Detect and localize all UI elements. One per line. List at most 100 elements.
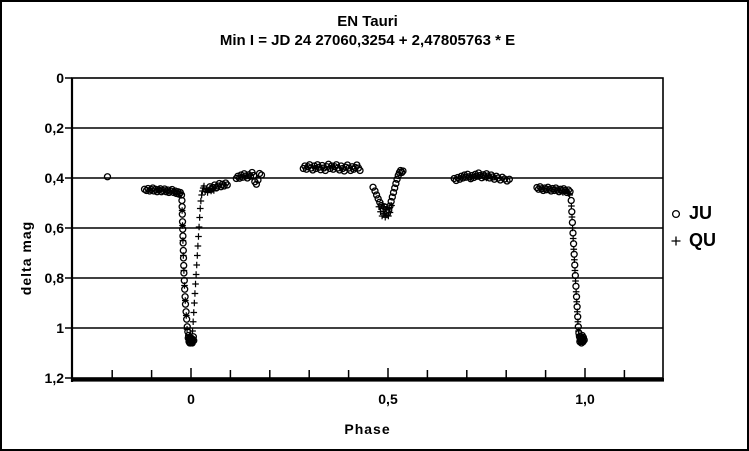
y-tick-label: 1,2: [44, 370, 64, 386]
chart-title: EN Tauri: [337, 13, 398, 30]
data-point-ju: [257, 171, 266, 179]
data-point-qu: [475, 173, 482, 180]
data-point-qu: [194, 252, 201, 259]
data-point-ju: [255, 169, 264, 178]
x-axis-title: Phase: [344, 421, 391, 437]
y-tick-label: 0: [56, 70, 64, 86]
data-point-qu: [189, 337, 197, 345]
data-point-qu: [189, 327, 196, 335]
data-point-qu: [192, 280, 199, 288]
data-point-qu: [571, 267, 579, 274]
data-point-qu: [188, 336, 196, 344]
data-point-qu: [385, 212, 392, 220]
data-point-qu: [572, 288, 580, 296]
data-point-ju: [371, 187, 379, 195]
data-point-qu: [571, 256, 578, 264]
data-point-ju: [484, 172, 492, 180]
data-point-qu: [562, 186, 570, 194]
x-tick-label: 0: [187, 391, 195, 407]
data-point-qu: [375, 203, 383, 211]
data-point-qu: [156, 187, 163, 194]
data-point-ju: [399, 167, 407, 175]
data-point-qu: [491, 173, 498, 181]
circle-marker-icon: [668, 208, 684, 220]
data-point-ju: [541, 184, 549, 192]
data-point-ju: [454, 173, 462, 182]
data-point-ju: [254, 176, 262, 184]
legend: JU QU: [668, 200, 744, 254]
y-axis-title: delta mag: [18, 220, 34, 296]
data-point-qu: [181, 297, 189, 304]
data-point-ju: [369, 183, 377, 191]
data-point-qu: [190, 309, 198, 316]
data-point-qu: [578, 338, 586, 346]
data-point-qu: [198, 191, 205, 199]
data-point-ju: [252, 180, 261, 188]
data-point-qu: [193, 261, 201, 269]
data-point-qu: [179, 222, 186, 229]
data-point-qu: [178, 207, 186, 214]
data-point-qu: [569, 224, 576, 232]
legend-label-qu: QU: [689, 230, 716, 250]
data-point-qu: [195, 223, 203, 231]
data-point-qu: [181, 282, 188, 289]
data-point-qu: [195, 233, 202, 240]
data-point-qu: [180, 252, 187, 259]
y-tick-label: 0,8: [44, 270, 64, 286]
y-tick-label: 0,4: [44, 170, 64, 186]
data-point-ju: [103, 173, 112, 181]
data-point-qu: [180, 267, 188, 274]
data-point-qu: [580, 335, 588, 342]
data-point-qu: [194, 242, 202, 250]
data-point-qu: [210, 187, 218, 194]
data-point-qu: [570, 245, 578, 253]
data-point-qu: [171, 188, 178, 196]
data-point-ju: [505, 175, 514, 183]
data-point-ju: [222, 179, 230, 187]
data-point-ju: [393, 175, 401, 183]
data-point-qu: [164, 187, 171, 195]
data-point-ju: [356, 166, 364, 175]
data-point-ju: [223, 181, 231, 189]
data-point-qu: [179, 237, 187, 244]
data-point-qu: [182, 312, 190, 319]
data-point-qu: [192, 271, 200, 278]
y-tick-label: 1: [56, 320, 64, 336]
data-point-qu: [196, 214, 203, 221]
data-point-qu: [467, 174, 475, 182]
data-point-qu: [573, 298, 581, 306]
data-point-ju: [567, 196, 575, 205]
data-point-qu: [483, 174, 490, 182]
legend-item-ju: JU: [668, 200, 744, 227]
data-point-qu: [566, 191, 573, 199]
x-tick-label: 0,5: [378, 391, 398, 407]
data-point-qu: [176, 190, 184, 197]
data-point-qu: [183, 325, 191, 333]
data-point-qu: [191, 290, 199, 297]
data-point-qu: [574, 318, 582, 326]
data-point-qu: [574, 308, 581, 316]
data-point-ju: [392, 179, 400, 188]
data-point-ju: [398, 168, 406, 177]
data-point-qu: [189, 318, 197, 326]
plus-marker-icon: [668, 235, 684, 247]
data-point-ju: [142, 186, 151, 195]
data-point-ju: [374, 195, 382, 203]
data-point-qu: [380, 210, 387, 218]
data-point-ju: [388, 193, 396, 201]
data-point-qu: [385, 204, 393, 212]
data-point-qu: [382, 205, 390, 213]
x-axis-line: [71, 378, 664, 382]
data-point-qu: [197, 197, 205, 205]
data-point-ju: [549, 184, 557, 193]
y-tick-label: 0,6: [44, 220, 64, 236]
data-point-ju: [533, 183, 541, 192]
legend-label-ju: JU: [689, 203, 713, 223]
data-point-ju: [391, 184, 399, 192]
data-point-qu: [569, 235, 577, 242]
data-point-ju: [246, 172, 255, 180]
data-point-qu: [572, 277, 579, 285]
y-tick-label: 0,2: [44, 120, 64, 136]
data-point-qu: [196, 205, 204, 212]
